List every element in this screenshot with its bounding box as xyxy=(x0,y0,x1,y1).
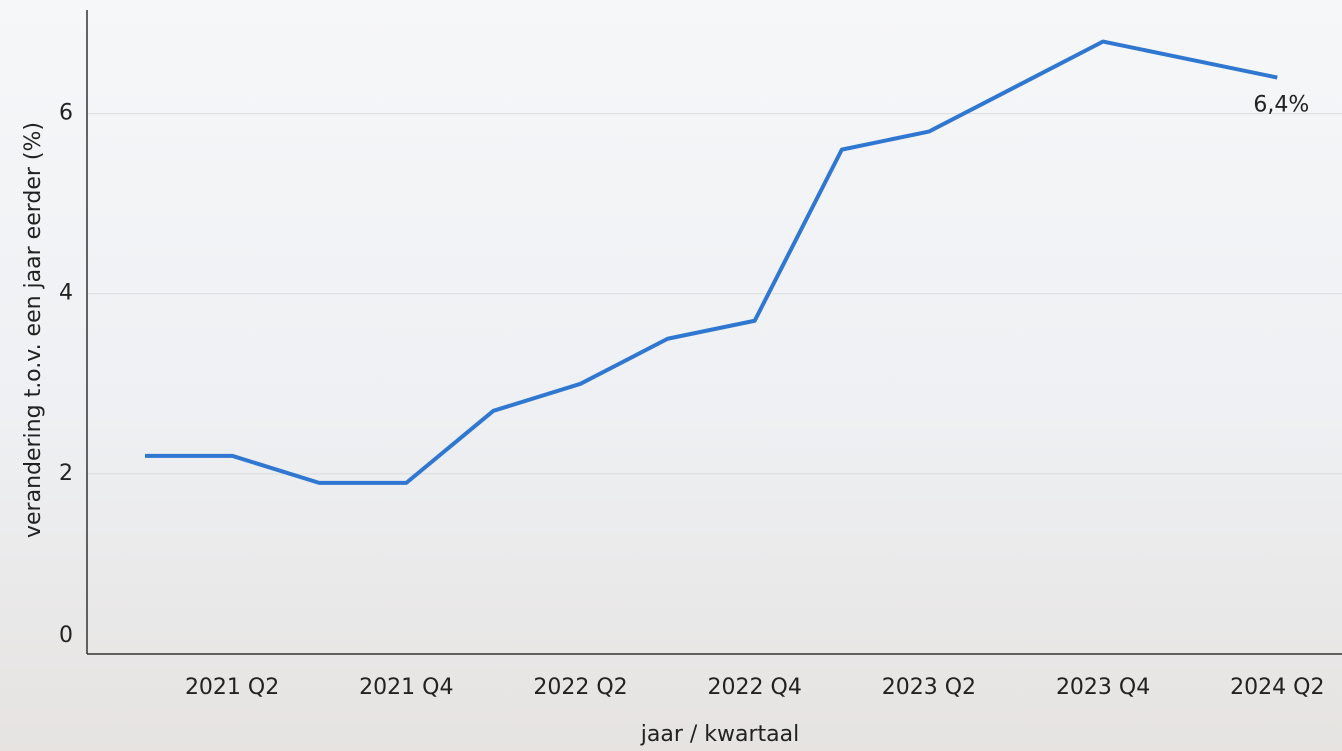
x-tick-label: 2022 Q2 xyxy=(533,675,627,700)
x-tick-label: 2023 Q4 xyxy=(1056,675,1150,700)
x-tick-label: 2023 Q2 xyxy=(882,675,976,700)
y-tick-label: 4 xyxy=(59,281,73,306)
y-tick-label: 6 xyxy=(59,101,73,126)
x-tick-label: 2022 Q4 xyxy=(708,675,802,700)
y-tick-label: 2 xyxy=(59,461,73,486)
x-axis-label: jaar / kwartaal xyxy=(640,722,799,747)
data-label: 6,4% xyxy=(1253,93,1309,118)
data-line xyxy=(145,39,1278,485)
y-axis-label: verandering t.o.v. een jaar eerder (%) xyxy=(21,122,46,538)
x-tick-label: 2021 Q2 xyxy=(185,675,279,700)
y-tick-label: 0 xyxy=(59,623,73,648)
x-tick-label: 2024 Q2 xyxy=(1230,675,1324,700)
x-tick-label: 2021 Q4 xyxy=(359,675,453,700)
